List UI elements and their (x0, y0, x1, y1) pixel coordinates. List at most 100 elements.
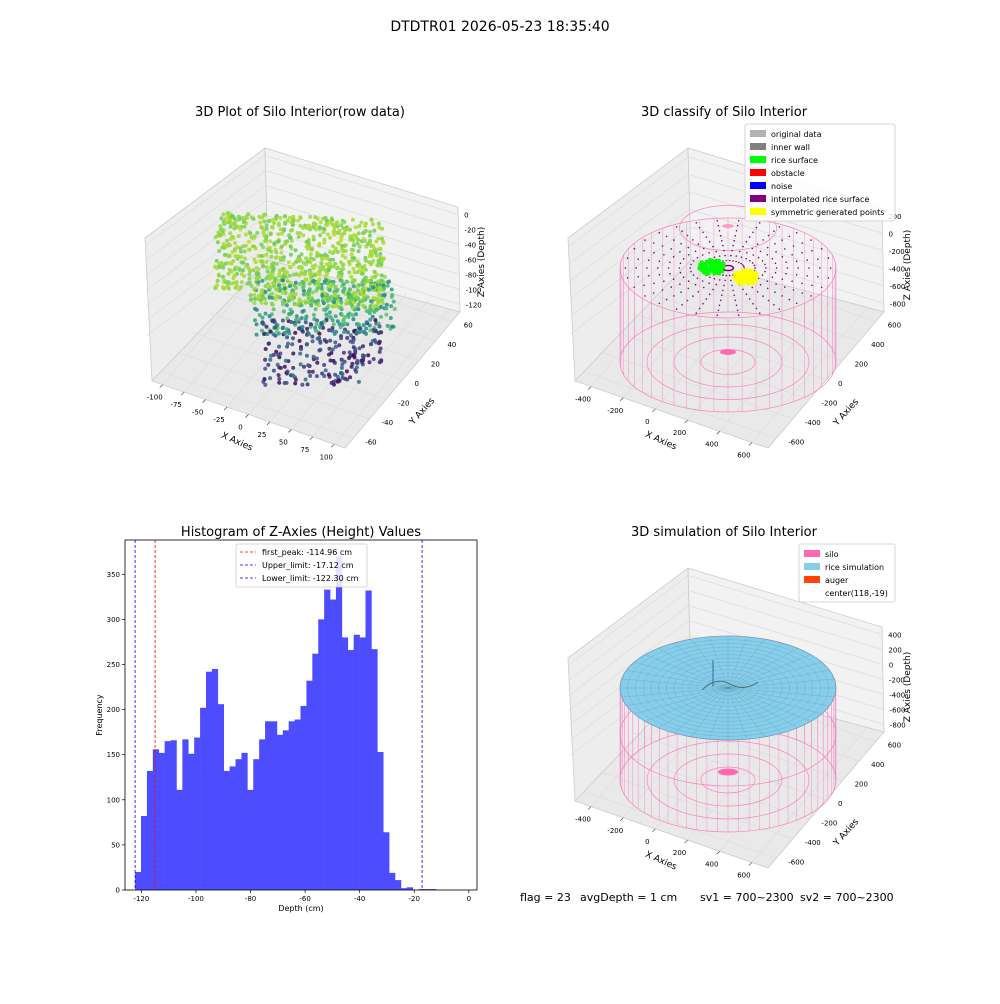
interpolated-surface-dot (721, 239, 723, 242)
interpolated-surface-dot (762, 295, 764, 297)
point-cloud-dot (315, 250, 319, 255)
point-cloud-dot (357, 244, 362, 249)
point-cloud-dot (347, 356, 351, 360)
point-cloud-dot (259, 253, 264, 258)
point-cloud-dot (332, 297, 337, 302)
point-cloud-dot (367, 311, 372, 316)
interpolated-surface-dot (778, 308, 781, 310)
point-cloud-dot (332, 360, 337, 365)
point-cloud-dot (361, 303, 366, 308)
point-cloud-dot (253, 246, 258, 251)
rice-surface-point (704, 263, 709, 268)
interpolated-surface-dot (766, 246, 769, 249)
symmetric-point (739, 279, 743, 284)
point-cloud-dot (298, 223, 303, 228)
legend-swatch (750, 130, 766, 137)
point-cloud-dot (342, 315, 347, 320)
point-cloud-dot (368, 308, 373, 312)
legend-box (798, 543, 896, 603)
interpolated-surface-dot (672, 255, 675, 258)
point-cloud-dot (345, 298, 349, 303)
interpolated-surface-dot (801, 242, 804, 244)
point-cloud-dot (296, 317, 301, 322)
point-cloud-dot (348, 333, 353, 338)
histogram-bar (176, 789, 183, 890)
point-cloud-dot (353, 347, 358, 352)
point-cloud-dot (336, 241, 341, 246)
x-tick-label: -100 (188, 895, 204, 903)
interpolated-surface-dot (692, 295, 694, 297)
point-cloud-dot (376, 331, 381, 335)
point-cloud-dot (350, 217, 355, 222)
grid-line (688, 605, 883, 665)
interpolated-surface-dot (732, 289, 734, 292)
grid-line (688, 590, 883, 650)
symmetric-point (745, 277, 749, 282)
interpolated-surface-dot (667, 267, 670, 269)
interpolated-surface-dot (781, 295, 783, 297)
point-cloud-dot (224, 280, 229, 285)
interpolated-surface-dot (719, 234, 722, 237)
point-cloud-dot (343, 249, 348, 253)
point-cloud-dot (268, 232, 273, 237)
grid-line (568, 191, 690, 283)
point-cloud-dot (271, 307, 276, 312)
surface-mesh-spoke (658, 687, 729, 728)
interpolated-surface-dot (724, 254, 726, 257)
point-cloud-dot (225, 284, 230, 289)
point-cloud-dot (263, 347, 268, 351)
point-cloud-dot (228, 224, 233, 229)
point-cloud-dot (355, 259, 360, 264)
interpolated-surface-dot (675, 226, 678, 228)
point-cloud-dot (236, 214, 241, 219)
point-cloud-dot (386, 280, 391, 285)
histogram-bar (158, 752, 165, 890)
point-cloud-dot (290, 342, 295, 347)
y-tick-label: 0 (415, 380, 419, 388)
tick-mark (202, 399, 206, 403)
surface-mesh-spoke (727, 687, 747, 740)
point-cloud-dot (280, 267, 285, 272)
point-cloud-dot (333, 314, 338, 319)
point-cloud-dot (339, 271, 344, 276)
point-cloud-dot (355, 270, 360, 275)
y-tick-label: -40 (382, 419, 393, 427)
point-cloud-dot (235, 224, 240, 229)
point-cloud-dot (297, 282, 302, 287)
interpolated-surface-dot (692, 260, 695, 262)
interpolated-surface-dot (673, 239, 675, 241)
point-cloud-dot (330, 347, 335, 352)
x-tick-label: 0 (645, 838, 649, 846)
point-cloud-dot (331, 257, 336, 262)
point-cloud-dot (291, 373, 295, 378)
point-cloud-dot (368, 328, 373, 333)
point-cloud-dot (252, 257, 257, 262)
interpolated-surface-dot (795, 260, 798, 263)
surface-mesh-spoke (727, 661, 822, 689)
point-cloud-dot (354, 369, 359, 374)
point-cloud-dot (259, 242, 264, 247)
point-cloud-dot (296, 218, 301, 223)
x-tick-label: -120 (133, 895, 149, 903)
y-tick-label: 0 (116, 887, 120, 895)
point-cloud-dot (215, 283, 220, 288)
point-cloud-dot (320, 265, 325, 270)
point-cloud-dot (309, 247, 314, 252)
point-cloud-dot (375, 263, 380, 268)
point-cloud-dot (359, 220, 364, 225)
legend-swatch (804, 576, 820, 583)
x-tick-label: 0 (238, 424, 242, 432)
point-cloud-dot (371, 295, 376, 300)
point-cloud-dot (392, 307, 397, 311)
point-cloud-dot (277, 380, 282, 385)
point-cloud-dot (274, 213, 279, 218)
point-cloud-dot (315, 360, 320, 365)
point-cloud-dot (314, 301, 319, 306)
point-cloud-dot (263, 357, 268, 362)
point-cloud-dot (243, 243, 248, 248)
point-cloud-dot (351, 266, 356, 271)
grid-line (568, 173, 689, 265)
point-cloud-dot (366, 353, 371, 358)
point-cloud-dot (364, 309, 369, 314)
point-cloud-dot (331, 230, 336, 235)
